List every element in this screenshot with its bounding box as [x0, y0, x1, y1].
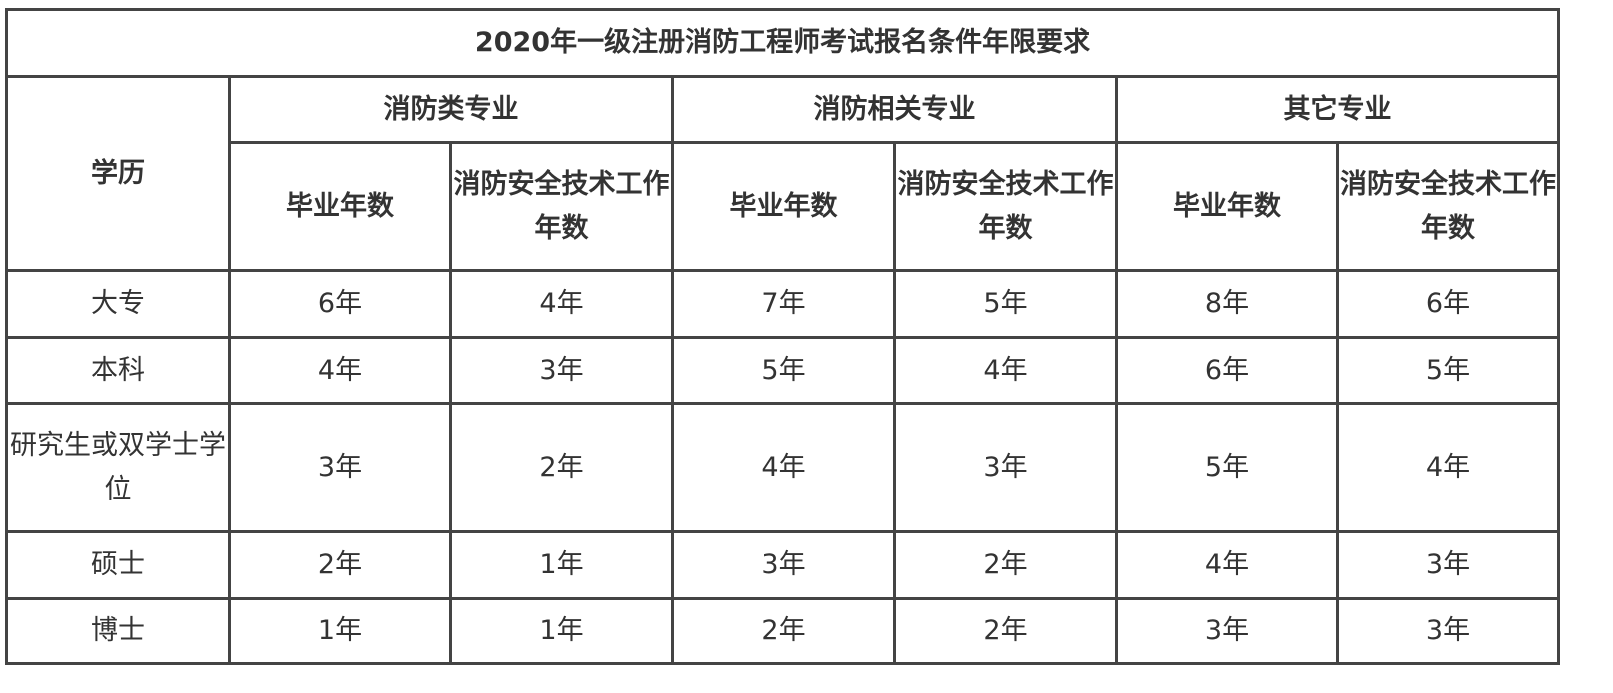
table-row: 大专 6年 4年 7年 5年 8年 6年 — [5, 269, 1560, 339]
sub-header-graduation-years: 毕业年数 — [1115, 141, 1339, 272]
requirements-table: 2020年一级注册消防工程师考试报名条件年限要求 学历 消防类专业 消防相关专业… — [5, 8, 1560, 665]
years-cell: 2年 — [671, 597, 896, 665]
years-cell: 4年 — [449, 269, 674, 339]
years-cell: 6年 — [1115, 336, 1339, 405]
education-cell: 本科 — [5, 336, 231, 405]
years-cell: 4年 — [671, 402, 896, 533]
education-header: 学历 — [5, 75, 231, 272]
years-cell: 5年 — [671, 336, 896, 405]
years-cell: 3年 — [893, 402, 1118, 533]
years-cell: 3年 — [1336, 530, 1560, 600]
education-cell: 研究生或双学士学位 — [5, 402, 231, 533]
years-cell: 4年 — [1115, 530, 1339, 600]
years-cell: 5年 — [1336, 336, 1560, 405]
group-header-other-major: 其它专业 — [1115, 75, 1560, 144]
years-cell: 5年 — [1115, 402, 1339, 533]
years-cell: 4年 — [1336, 402, 1560, 533]
table-row: 博士 1年 1年 2年 2年 3年 3年 — [5, 597, 1560, 665]
years-cell: 3年 — [671, 530, 896, 600]
years-cell: 3年 — [1115, 597, 1339, 665]
years-cell: 2年 — [228, 530, 452, 600]
education-cell: 硕士 — [5, 530, 231, 600]
years-cell: 6年 — [228, 269, 452, 339]
education-cell: 大专 — [5, 269, 231, 339]
sub-header-work-years: 消防安全技术工作年数 — [893, 141, 1118, 272]
years-cell: 2年 — [893, 597, 1118, 665]
years-cell: 3年 — [1336, 597, 1560, 665]
years-cell: 3年 — [449, 336, 674, 405]
education-cell: 博士 — [5, 597, 231, 665]
years-cell: 3年 — [228, 402, 452, 533]
table-row: 硕士 2年 1年 3年 2年 4年 3年 — [5, 530, 1560, 600]
table-row: 本科 4年 3年 5年 4年 6年 5年 — [5, 336, 1560, 405]
years-cell: 4年 — [228, 336, 452, 405]
years-cell: 4年 — [893, 336, 1118, 405]
years-cell: 1年 — [449, 530, 674, 600]
years-cell: 2年 — [449, 402, 674, 533]
years-cell: 6年 — [1336, 269, 1560, 339]
years-cell: 1年 — [449, 597, 674, 665]
sub-header-graduation-years: 毕业年数 — [228, 141, 452, 272]
group-header-related-major: 消防相关专业 — [671, 75, 1118, 144]
years-cell: 7年 — [671, 269, 896, 339]
years-cell: 1年 — [228, 597, 452, 665]
years-cell: 5年 — [893, 269, 1118, 339]
group-header-fire-major: 消防类专业 — [228, 75, 674, 144]
years-cell: 2年 — [893, 530, 1118, 600]
years-cell: 8年 — [1115, 269, 1339, 339]
sub-header-graduation-years: 毕业年数 — [671, 141, 896, 272]
table-title: 2020年一级注册消防工程师考试报名条件年限要求 — [5, 8, 1560, 78]
sub-header-work-years: 消防安全技术工作年数 — [449, 141, 674, 272]
sub-header-work-years: 消防安全技术工作年数 — [1336, 141, 1560, 272]
table-row: 研究生或双学士学位 3年 2年 4年 3年 5年 4年 — [5, 402, 1560, 533]
